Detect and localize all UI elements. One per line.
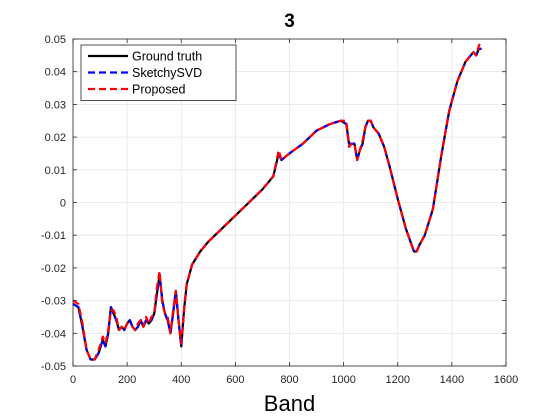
axis-ticks: 0 200 400 600 800 1000 1200 1400 1600 -0.05 -0.04 -… xyxy=(41,34,518,386)
legend: Ground truth SketchySVD Proposed xyxy=(80,44,237,101)
x-tick-label: 1000 xyxy=(331,374,355,386)
y-tick-label: -0.03 xyxy=(41,296,66,308)
y-tick-label: -0.05 xyxy=(41,361,66,373)
legend-box xyxy=(80,44,237,101)
y-tick-label: 0.04 xyxy=(45,67,66,79)
x-tick-label: 800 xyxy=(280,374,298,386)
y-tick-label: 0.02 xyxy=(45,132,66,144)
x-tick-label: 600 xyxy=(226,374,244,386)
legend-label: Proposed xyxy=(132,83,186,97)
y-tick-label: 0 xyxy=(60,198,66,210)
chart-title: 3 xyxy=(284,11,295,32)
y-tick-label: -0.02 xyxy=(41,263,66,275)
y-tick-label: 0.01 xyxy=(45,165,66,177)
y-tick-label: 0.03 xyxy=(45,99,66,111)
series-layer xyxy=(72,41,483,361)
x-axis-label: Band xyxy=(264,391,315,416)
legend-label: Ground truth xyxy=(132,50,202,64)
series-line-proposed xyxy=(72,41,483,361)
x-tick-label: 1200 xyxy=(386,374,410,386)
x-tick-label: 1600 xyxy=(494,374,518,386)
x-tick-label: 200 xyxy=(118,374,136,386)
x-tick-label: 400 xyxy=(172,374,190,386)
y-tick-label: -0.01 xyxy=(41,230,66,242)
x-tick-label: 1400 xyxy=(440,374,464,386)
legend-label: SketchySVD xyxy=(132,66,202,80)
y-tick-label: 0.05 xyxy=(45,34,66,46)
y-tick-label: -0.04 xyxy=(41,328,66,340)
x-tick-label: 0 xyxy=(70,374,76,386)
